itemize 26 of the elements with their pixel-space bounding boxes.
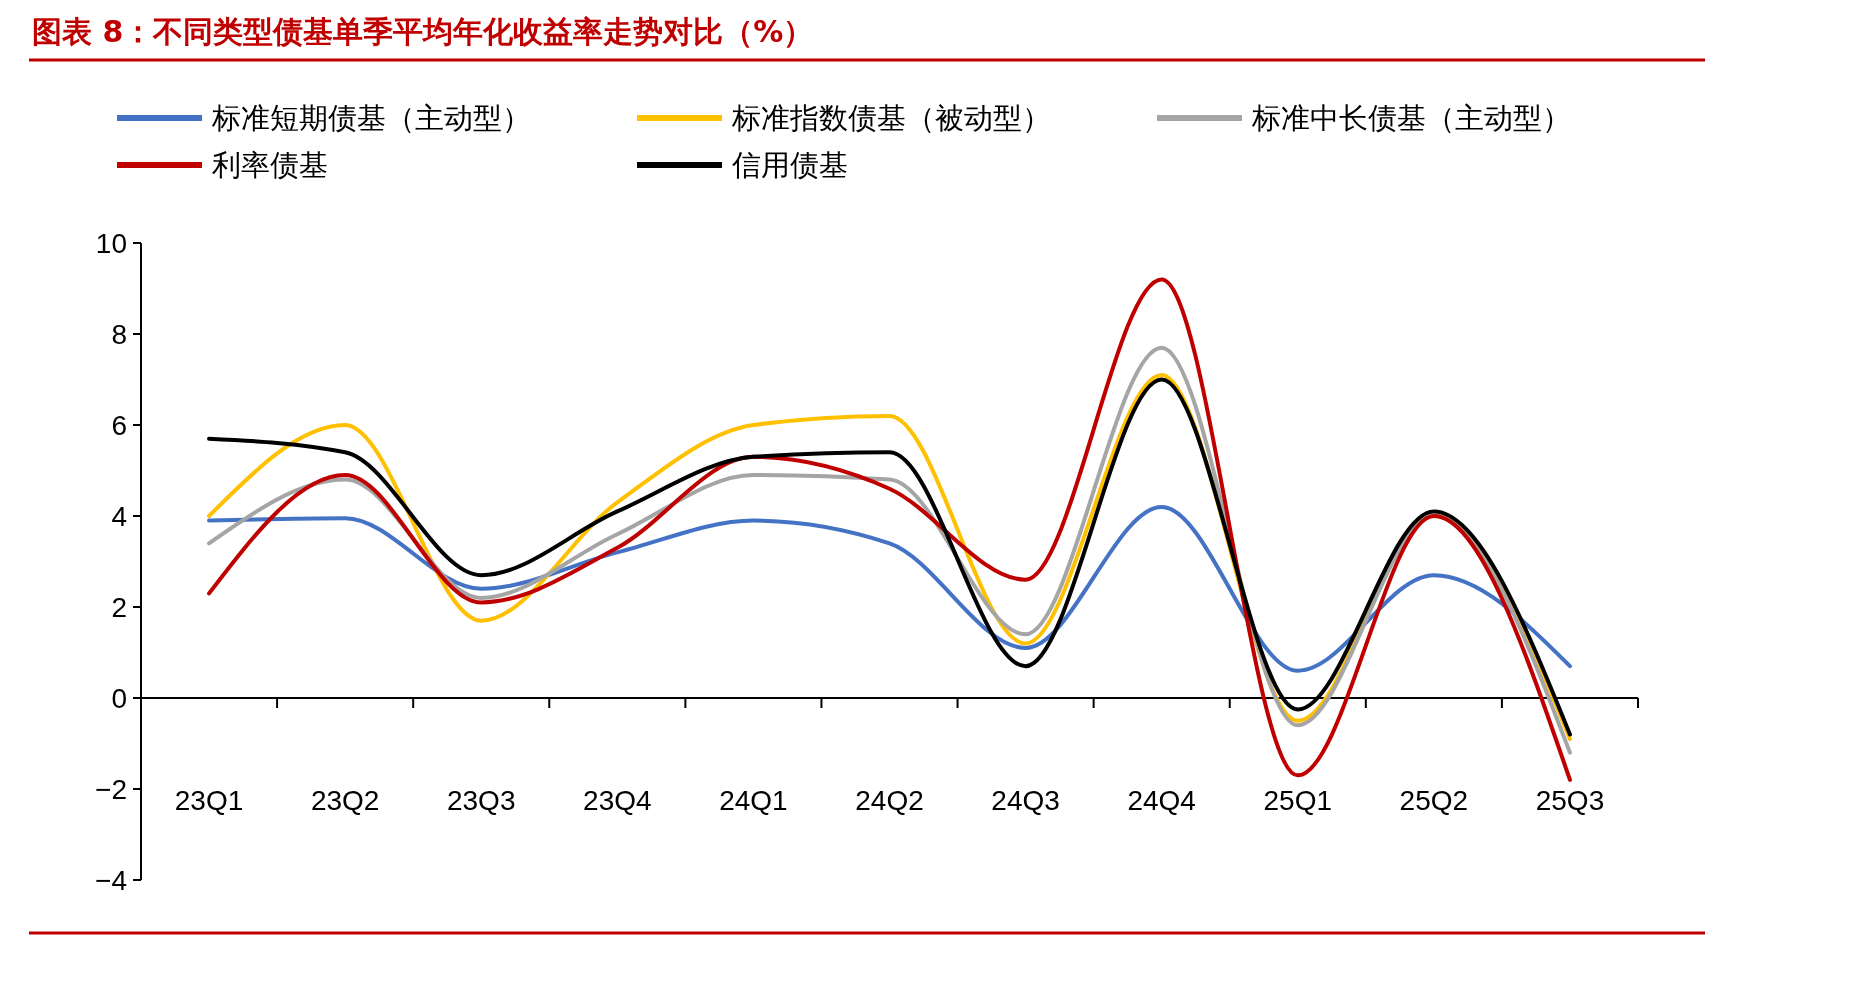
line-series <box>207 277 1572 782</box>
x-tick-label: 24Q4 <box>1127 785 1196 816</box>
y-tick-label: 4 <box>111 501 127 532</box>
legend-label: 利率债基 <box>212 148 328 182</box>
y-tick-label: 8 <box>111 319 127 350</box>
legend-label: 标准中长债基（主动型） <box>1251 101 1571 135</box>
chart-title: 图表 8：不同类型债基单季平均年化收益率走势对比（%） <box>32 14 814 49</box>
y-tick-label: 0 <box>111 683 127 714</box>
x-tick-label: 25Q3 <box>1535 785 1605 816</box>
x-tick-label: 23Q4 <box>583 785 652 816</box>
x-tick-label: 25Q2 <box>1399 785 1469 816</box>
x-tick-label: 23Q1 <box>174 785 244 816</box>
y-tick-label: −4 <box>95 865 127 896</box>
x-tick-label: 23Q2 <box>310 785 380 816</box>
legend-label: 标准短期债基（主动型） <box>211 101 531 135</box>
x-tick-label: 23Q3 <box>446 785 516 816</box>
x-tick-label: 24Q1 <box>719 785 788 816</box>
x-tick-label: 25Q1 <box>1263 785 1333 816</box>
y-tick-label: 6 <box>111 410 127 441</box>
y-tick-label: 10 <box>95 228 127 259</box>
x-tick-label: 24Q2 <box>855 785 924 816</box>
y-tick-label: 2 <box>111 592 127 623</box>
y-tick-label: −2 <box>95 774 127 805</box>
legend-label: 信用债基 <box>732 148 848 182</box>
legend-label: 标准指数债基（被动型） <box>731 101 1051 135</box>
x-tick-label: 24Q3 <box>991 785 1060 816</box>
